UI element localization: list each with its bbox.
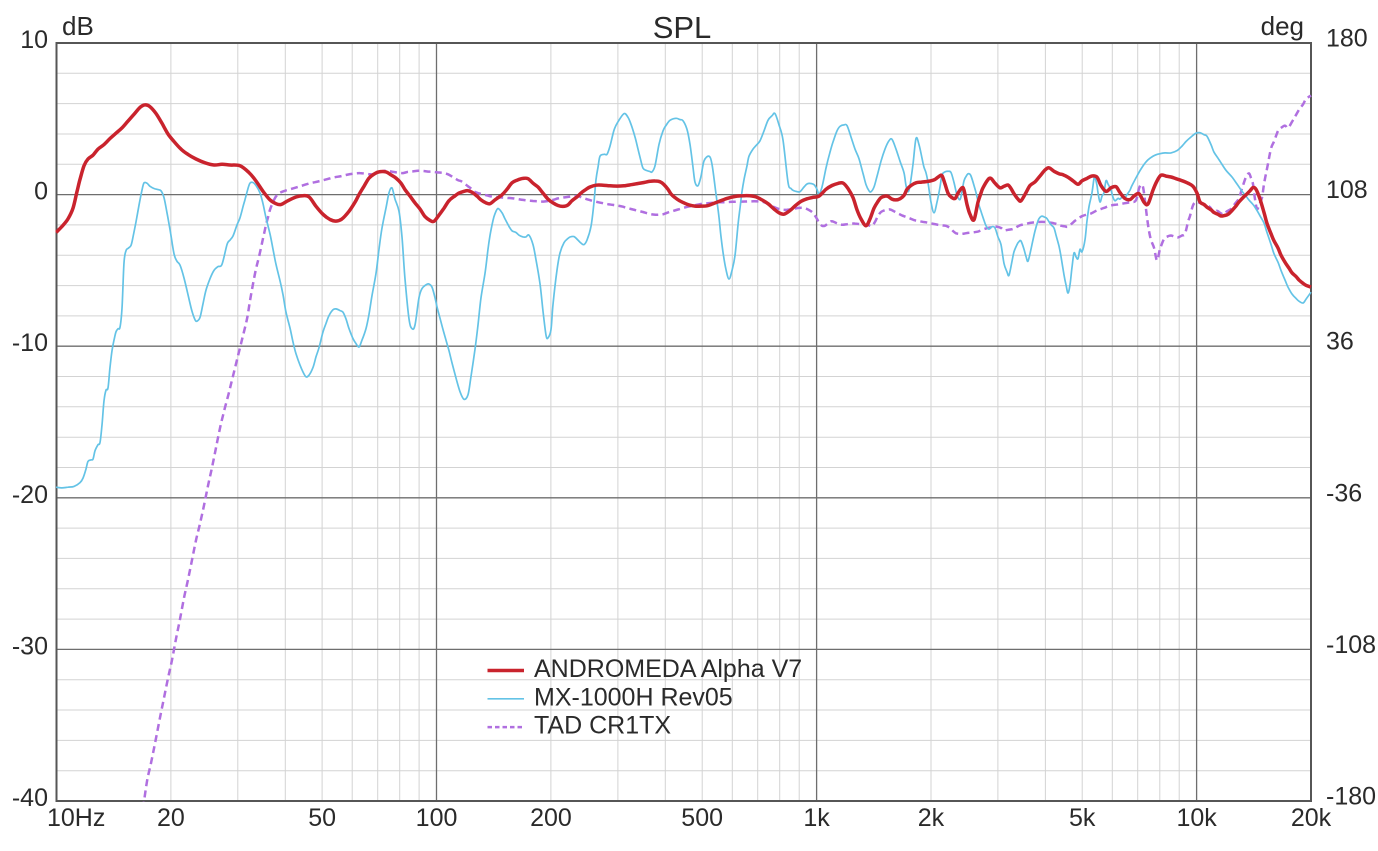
svg-text:180: 180 [1326, 25, 1368, 53]
svg-text:dB: dB [62, 11, 94, 41]
svg-text:1k: 1k [803, 804, 830, 832]
svg-text:ANDROMEDA Alpha V7: ANDROMEDA Alpha V7 [534, 655, 802, 683]
svg-text:5k: 5k [1069, 804, 1096, 832]
svg-text:36: 36 [1326, 328, 1354, 356]
svg-text:100: 100 [416, 804, 458, 832]
svg-text:deg: deg [1261, 11, 1304, 41]
svg-text:2k: 2k [918, 804, 945, 832]
svg-text:-40: -40 [12, 784, 48, 812]
svg-text:MX-1000H Rev05: MX-1000H Rev05 [534, 683, 733, 711]
svg-text:-36: -36 [1326, 479, 1362, 507]
svg-text:SPL: SPL [653, 10, 712, 45]
svg-text:-108: -108 [1326, 631, 1376, 659]
svg-text:0: 0 [34, 178, 48, 206]
svg-text:50: 50 [308, 804, 336, 832]
svg-text:500: 500 [681, 804, 723, 832]
svg-text:TAD CR1TX: TAD CR1TX [534, 712, 671, 740]
svg-text:10Hz: 10Hz [47, 804, 105, 832]
svg-text:-180: -180 [1326, 783, 1376, 811]
svg-text:-30: -30 [12, 632, 48, 660]
svg-text:10: 10 [20, 26, 48, 54]
svg-text:-10: -10 [12, 329, 48, 357]
svg-text:20: 20 [157, 804, 185, 832]
svg-text:20k: 20k [1291, 804, 1332, 832]
svg-text:108: 108 [1326, 176, 1368, 204]
svg-text:10k: 10k [1176, 804, 1217, 832]
svg-text:200: 200 [530, 804, 572, 832]
svg-text:-20: -20 [12, 481, 48, 509]
